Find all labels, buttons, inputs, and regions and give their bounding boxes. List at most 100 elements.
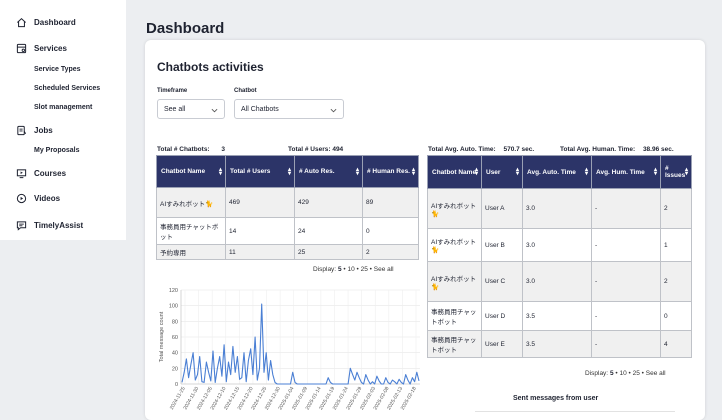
table-cell: 25 xyxy=(294,244,363,260)
column-header[interactable]: Avg. Auto. Time ▴ ▾ xyxy=(522,155,592,189)
divider xyxy=(475,411,675,412)
table-cell: - xyxy=(591,188,661,229)
chevron-down-icon xyxy=(211,108,218,113)
table-cell: 3.5 xyxy=(522,330,592,358)
table-cell: 429 xyxy=(294,187,363,218)
table-cell: 0 xyxy=(362,217,419,245)
sort-icon: ▴ ▾ xyxy=(653,167,657,177)
display-label: Display: xyxy=(585,370,609,377)
column-header[interactable]: # Human Res. ▴ ▾ xyxy=(362,155,419,188)
video-icon xyxy=(16,193,27,204)
home-icon xyxy=(17,17,26,28)
sort-icon: ▴ ▾ xyxy=(287,166,291,177)
display-separator: • xyxy=(369,266,372,273)
total-users-value: 494 xyxy=(332,146,344,153)
table-row: 事務員用チャットボット 14 24 0 xyxy=(156,217,419,245)
display-separator: • xyxy=(343,266,346,273)
column-header[interactable]: # Issues ▴ ▾ xyxy=(660,155,692,189)
column-header[interactable]: Chatbot Name ▴ ▾ xyxy=(156,155,226,188)
sort-icon: ▴ ▾ xyxy=(515,167,519,177)
display-separator: • xyxy=(356,266,359,273)
display-separator: • xyxy=(641,370,644,377)
table-cell: 4 xyxy=(660,330,692,358)
table-row: 事務員用チャットボット User D 3.5 - 0 xyxy=(427,301,692,331)
column-header[interactable]: # Auto Res. ▴ ▾ xyxy=(294,155,363,188)
table-cell: 予約専用 xyxy=(156,244,226,260)
table-cell: 469 xyxy=(225,187,295,218)
table-cell: 1 xyxy=(660,228,692,262)
courses-icon xyxy=(16,169,27,179)
table-row: AIすみれボット🐈 469 429 89 xyxy=(156,187,419,218)
y-tick-label: 120 xyxy=(169,288,178,294)
y-tick-label: 20 xyxy=(172,366,178,372)
table-cell: - xyxy=(591,301,661,331)
table-row: 事務員用チャットボット User E 3.5 - 4 xyxy=(427,330,692,358)
display-option-5[interactable]: 5 xyxy=(337,266,342,273)
table-cell: 2 xyxy=(660,188,692,229)
table-cell: 3.0 xyxy=(522,261,592,302)
total-users-summary: Total # Users: 494 xyxy=(288,146,343,153)
sort-icon: ▴ ▾ xyxy=(355,166,359,177)
table-cell: 2 xyxy=(362,244,419,260)
display-option-25[interactable]: 25 xyxy=(632,370,640,377)
services-icon xyxy=(16,43,27,54)
table-cell: User D xyxy=(481,301,523,331)
table-cell: - xyxy=(591,228,661,262)
table-cell: AIすみれボット🐈 xyxy=(427,188,482,229)
table-cell: - xyxy=(591,261,661,302)
table-cell: 2 xyxy=(660,261,692,302)
sidebar-subitem-service-types[interactable]: Service Types xyxy=(34,66,81,73)
chevron-down-icon xyxy=(330,108,337,113)
display-option-10[interactable]: 10 xyxy=(347,266,355,273)
sidebar-item-jobs[interactable]: Jobs xyxy=(16,125,53,136)
column-header-label: # Human Res. xyxy=(367,168,410,175)
chatbot-select[interactable]: All Chatbots xyxy=(234,99,344,119)
display-separator: • xyxy=(615,370,618,377)
column-header-label: Avg. Hum. Time xyxy=(596,168,645,176)
table-cell: 0 xyxy=(660,301,692,331)
table-row: AIすみれボット🐈 User C 3.0 - 2 xyxy=(427,261,692,302)
message-count-chart: 0204060801001202024-11-252024-11-302024-… xyxy=(159,288,420,411)
display-option-all[interactable]: See all xyxy=(645,370,666,377)
sidebar-item-services[interactable]: Services xyxy=(16,43,67,54)
sidebar-item-videos[interactable]: Videos xyxy=(16,193,60,204)
y-axis-label: Total message count xyxy=(159,311,165,362)
column-header[interactable]: Total # Users ▴ ▾ xyxy=(225,155,295,188)
y-tick-label: 100 xyxy=(169,304,178,310)
table-cell: AIすみれボット🐈 xyxy=(427,228,482,262)
display-option-25[interactable]: 25 xyxy=(360,266,368,273)
total-chatbots-label: Total # Chatbots: xyxy=(157,146,210,153)
display-option-all[interactable]: See all xyxy=(373,266,394,273)
sidebar-subitem-my-proposals[interactable]: My Proposals xyxy=(34,147,80,154)
display-label: Display: xyxy=(313,266,337,273)
table-cell: 3.0 xyxy=(522,188,592,229)
column-header[interactable]: User ▴ ▾ xyxy=(481,155,523,189)
y-tick-label: 80 xyxy=(172,319,178,325)
display-option-10[interactable]: 10 xyxy=(619,370,627,377)
sidebar-subitem-slot-management[interactable]: Slot management xyxy=(34,104,93,111)
timeframe-select[interactable]: See all xyxy=(157,99,225,119)
sidebar-item-label: TimelyAssist xyxy=(34,221,84,230)
display-option-5[interactable]: 5 xyxy=(609,370,614,377)
sort-icon: ▴ ▾ xyxy=(474,167,478,177)
column-header[interactable]: Avg. Hum. Time ▴ ▾ xyxy=(591,155,661,189)
avg-human-summary: Total Avg. Human. Time: 38.96 sec. xyxy=(560,146,674,153)
sidebar-subitem-scheduled-services[interactable]: Scheduled Services xyxy=(34,85,101,92)
timeframe-value: See all xyxy=(164,106,186,113)
sidebar-item-courses[interactable]: Courses xyxy=(16,168,66,179)
chatbot-value: All Chatbots xyxy=(241,106,279,113)
card-title: Chatbots activities xyxy=(157,60,264,74)
sent-messages-title: Sent messages from user xyxy=(513,395,599,402)
sidebar-item-timelyassist[interactable]: TimelyAssist xyxy=(16,220,83,231)
column-header[interactable]: Chatbot Name ▴ ▾ xyxy=(427,155,482,189)
avg-human-label: Total Avg. Human. Time: xyxy=(560,146,636,153)
avg-auto-summary: Total Avg. Auto. Time: 570.7 sec. xyxy=(428,146,534,153)
table-cell: 11 xyxy=(225,244,295,260)
chat-icon xyxy=(16,221,27,231)
table-row: 予約専用 11 25 2 xyxy=(156,244,419,260)
sidebar-item-dashboard[interactable]: Dashboard xyxy=(16,17,76,28)
y-tick-label: 60 xyxy=(172,335,178,341)
sidebar-item-label: Dashboard xyxy=(34,18,76,27)
column-header-label: Total # Users xyxy=(230,168,271,175)
sort-icon: ▴ ▾ xyxy=(584,167,588,177)
